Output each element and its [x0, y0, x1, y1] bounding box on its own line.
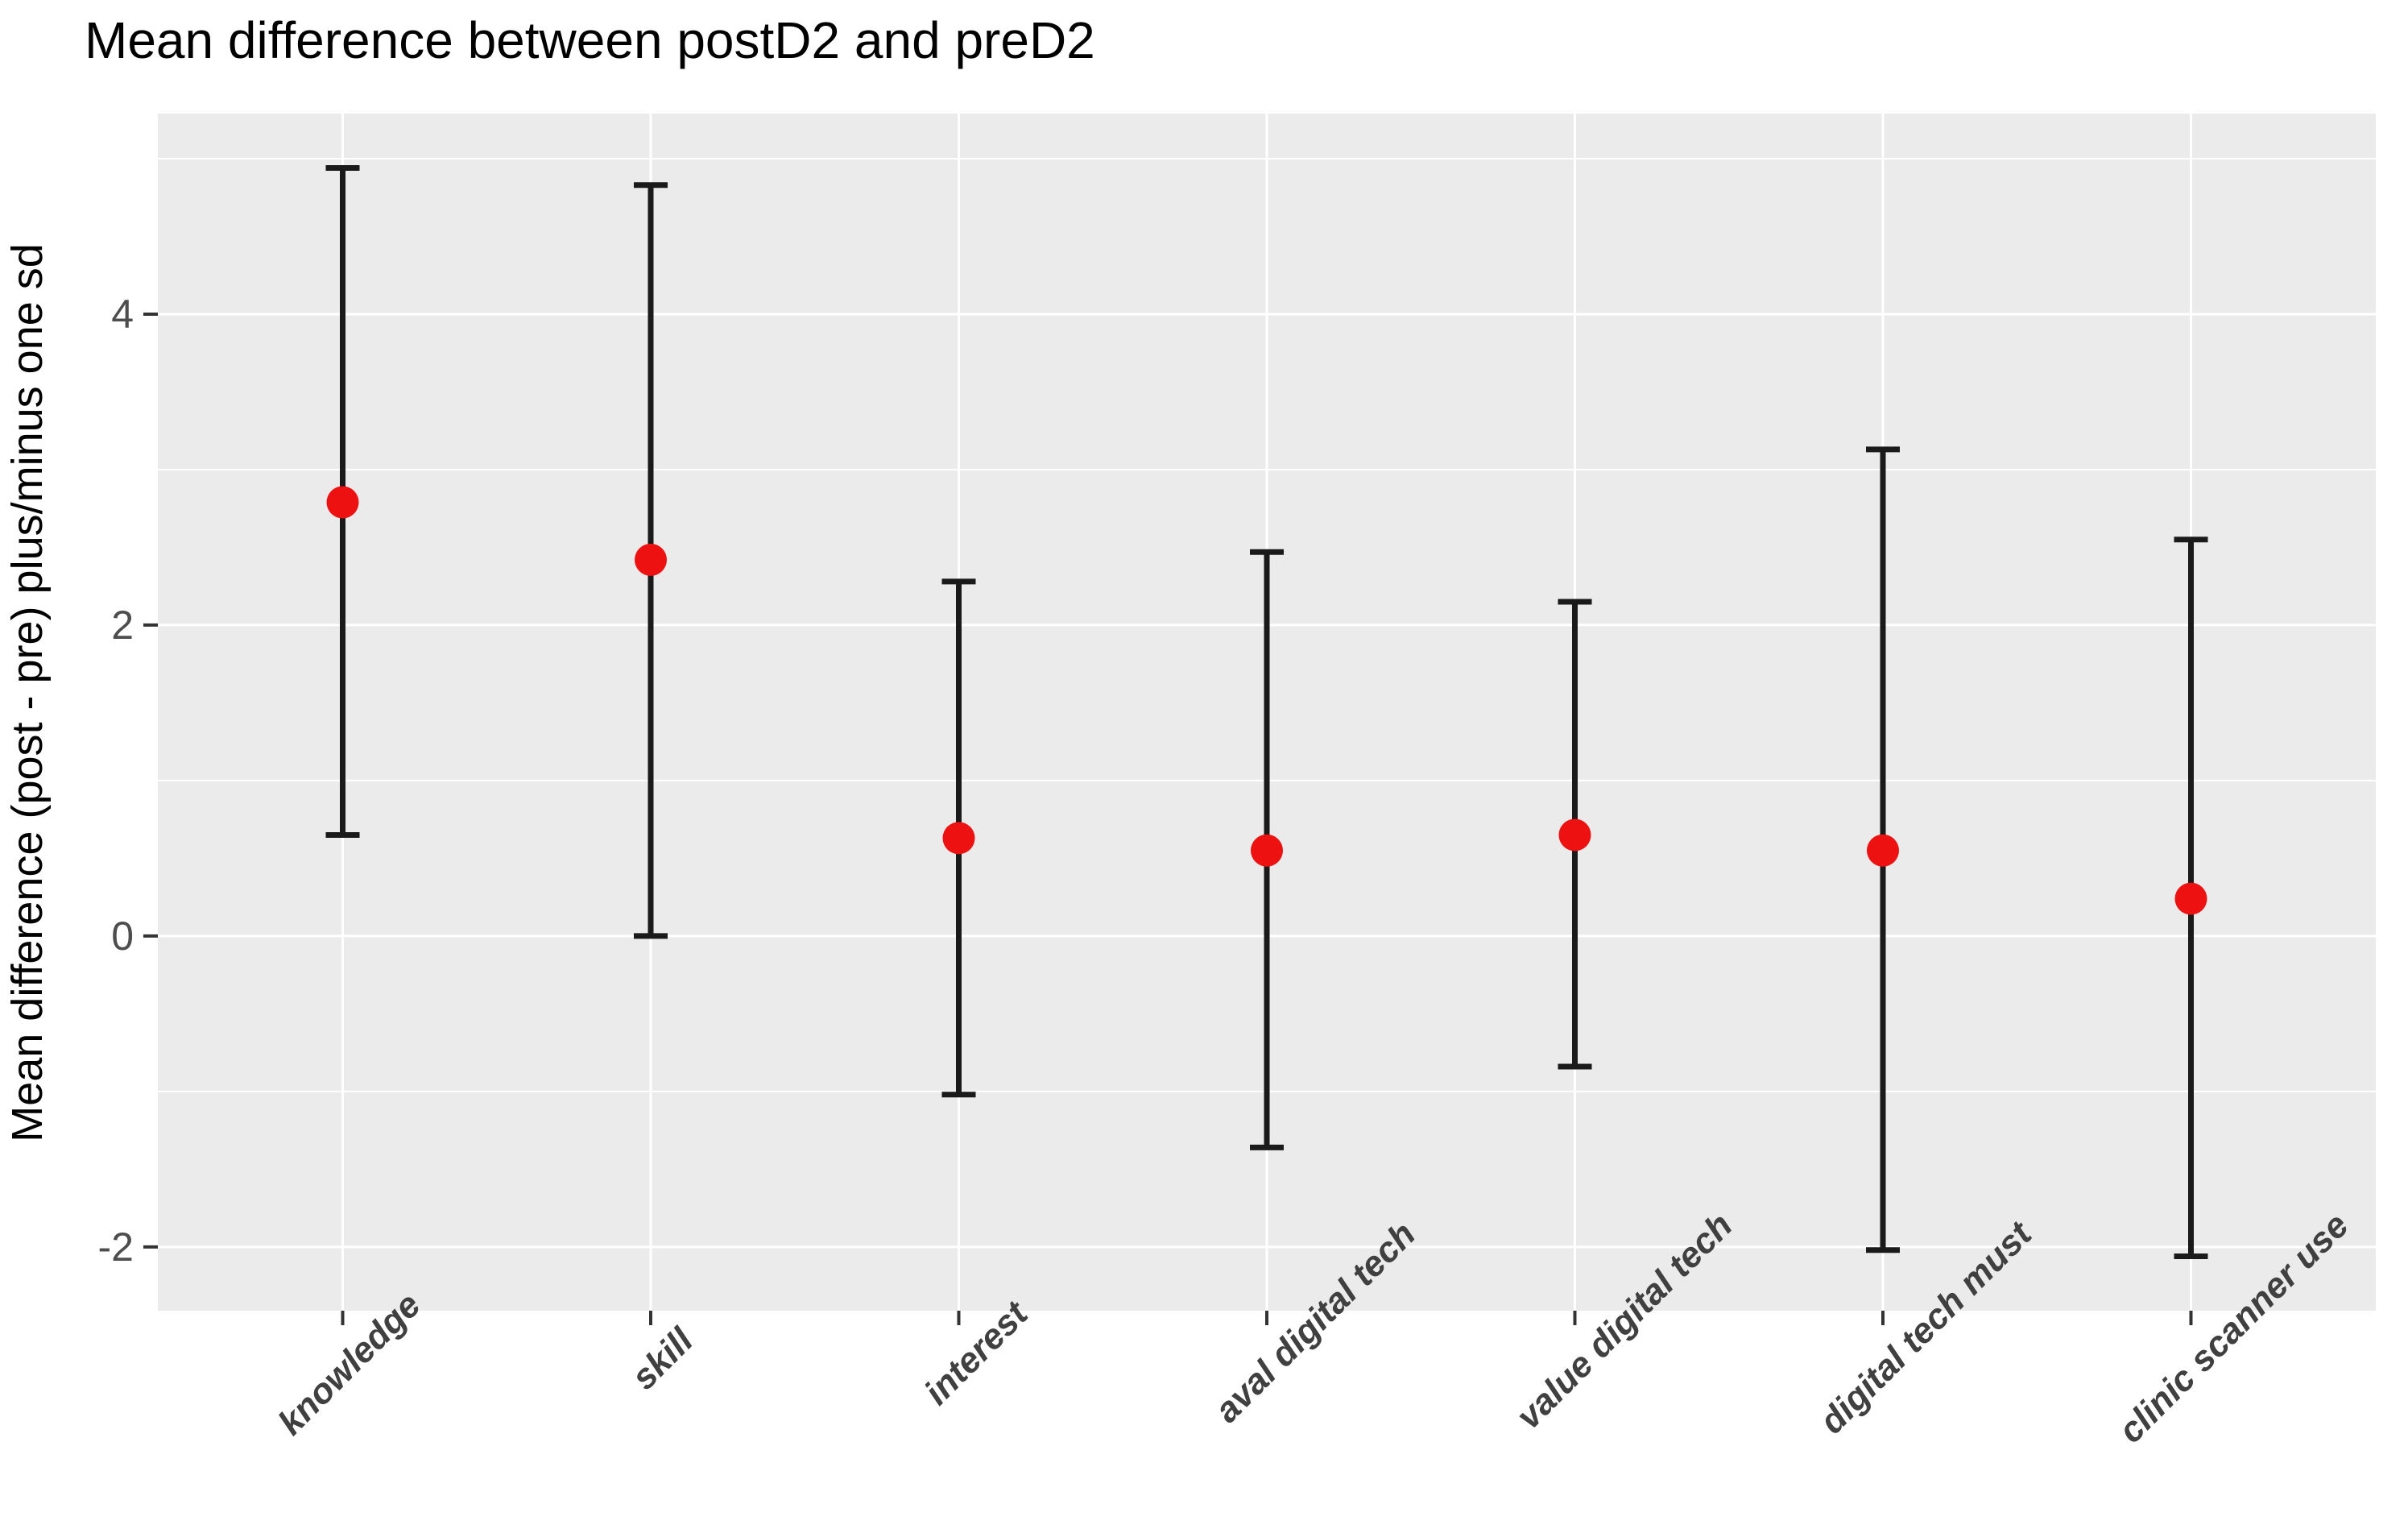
x-category-label: interest	[917, 1293, 1037, 1413]
y-tick-label: 2	[111, 603, 134, 648]
x-category-label: skill	[624, 1320, 701, 1398]
y-axis-title: Mean difference (post - pre) plus/minus …	[3, 243, 52, 1142]
data-point	[1867, 834, 1899, 867]
data-point	[942, 822, 975, 855]
axis-tick-labels: -2 0 2 4	[98, 292, 134, 1270]
data-point	[1558, 818, 1591, 852]
data-point	[2174, 882, 2207, 915]
data-point	[326, 486, 359, 519]
y-tick-label: 0	[111, 914, 134, 959]
data-point	[1251, 834, 1283, 867]
axis-tick-marks	[143, 312, 2193, 1325]
y-tick-label: 4	[111, 292, 134, 337]
data-point	[635, 543, 667, 576]
y-tick-label: -2	[98, 1224, 134, 1270]
chart-title: Mean difference between postD2 and preD2	[85, 11, 1095, 69]
pointrange-series	[325, 165, 2208, 1259]
